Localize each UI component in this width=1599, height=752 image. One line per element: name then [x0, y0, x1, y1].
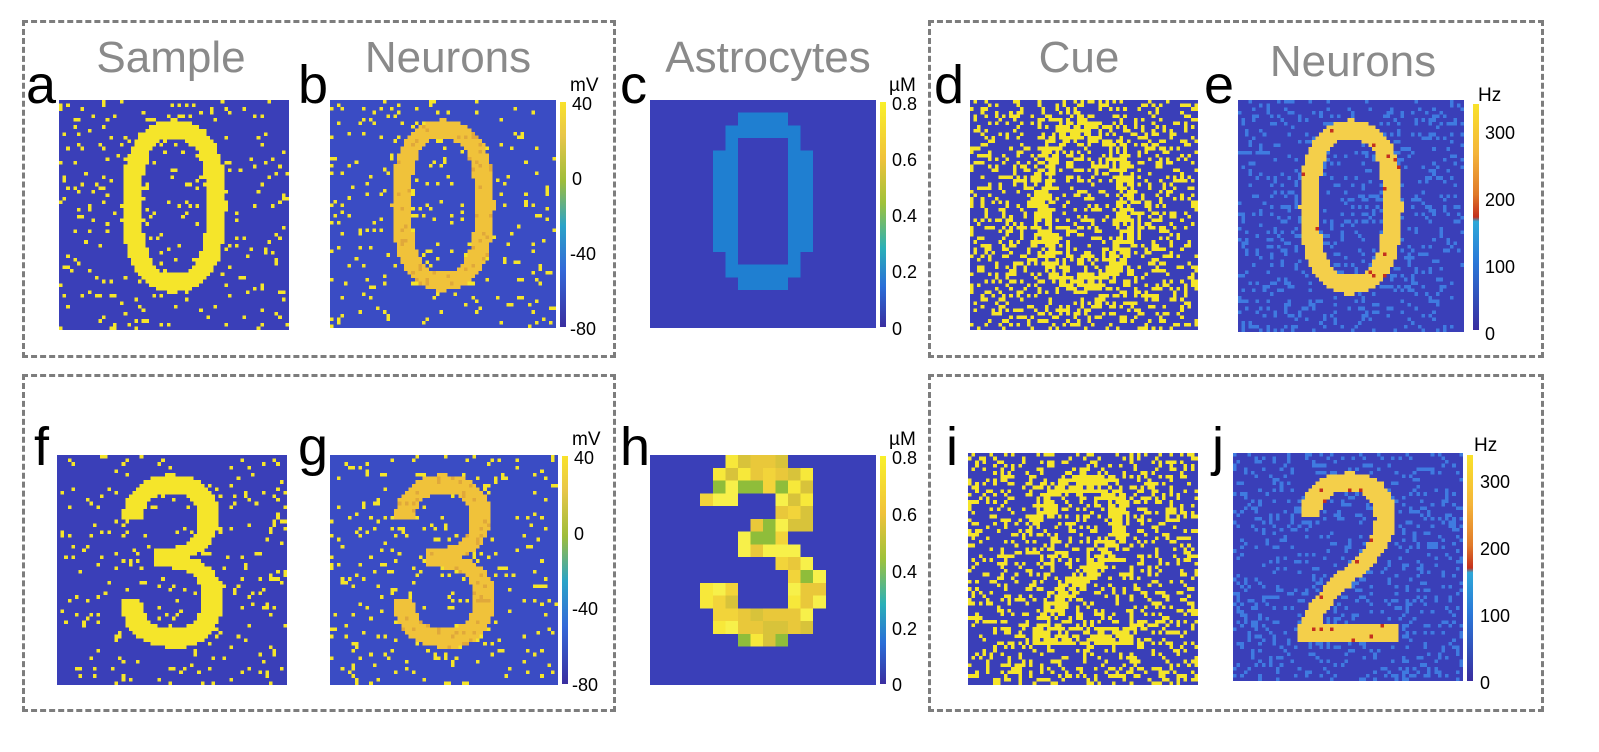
- colorbar-tick: 0.8: [892, 94, 918, 114]
- colorbar-tick: 0.6: [892, 505, 918, 525]
- title-cue: Cue: [1038, 33, 1120, 82]
- group-box-bottom-right: [928, 374, 1544, 712]
- panel-letter-a: a: [26, 55, 57, 115]
- group-box-top-left: [22, 20, 616, 358]
- colorbar-concentration-bottom: [880, 456, 886, 684]
- neurons-rate-heatmap-top: [1238, 100, 1464, 332]
- title-neurons-voltage: Neurons: [364, 33, 532, 82]
- colorbar-tick: -80: [570, 319, 597, 339]
- colorbar-tick: 40: [574, 448, 595, 468]
- colorbar-tick: 40: [572, 94, 593, 114]
- colorbar-tick: 0.2: [892, 262, 918, 282]
- panel-letter-d: d: [934, 55, 965, 115]
- colorbar-tick: 100: [1485, 257, 1516, 277]
- colorbar-tick: 0: [574, 524, 585, 544]
- colorbar-tick: 200: [1480, 539, 1511, 559]
- title-astrocytes: Astrocytes: [665, 33, 871, 82]
- colorbar-concentration-top: [880, 102, 886, 327]
- astrocytes-heatmap-top: [650, 100, 876, 328]
- colorbar-tick: 300: [1485, 123, 1516, 143]
- panel-letter-g: g: [298, 417, 329, 477]
- title-sample: Sample: [96, 33, 246, 82]
- panel-letter-f: f: [34, 417, 50, 477]
- colorbar-unit-concentration-top: µM: [889, 75, 916, 96]
- colorbar-unit-rate-bottom: Hz: [1474, 435, 1498, 456]
- colorbar-tick: 0.6: [892, 150, 918, 170]
- astrocytes-heatmap-bottom: [650, 455, 876, 685]
- colorbar-tick: -80: [572, 675, 599, 695]
- colorbar-unit-rate-top: Hz: [1478, 85, 1502, 106]
- cue-heatmap-bottom: [968, 453, 1198, 685]
- colorbar-tick: -40: [570, 244, 597, 264]
- cue-heatmap-top: [970, 100, 1198, 330]
- colorbar-tick: 200: [1485, 190, 1516, 210]
- colorbar-tick: 0: [892, 675, 903, 695]
- panel-letter-j: j: [1212, 417, 1224, 477]
- colorbar-tick: 0: [1480, 673, 1491, 693]
- panel-letter-i: i: [946, 417, 958, 477]
- colorbar-tick: 0.2: [892, 619, 918, 639]
- colorbar-tick: 0.4: [892, 206, 918, 226]
- colorbar-tick: -40: [572, 599, 599, 619]
- colorbar-voltage-bottom: [562, 456, 568, 684]
- panel-letter-e: e: [1204, 55, 1235, 115]
- colorbar-tick: 0.8: [892, 448, 918, 468]
- title-neurons-rate: Neurons: [1269, 37, 1437, 86]
- colorbar-rate-top: [1473, 104, 1479, 330]
- colorbar-tick: 100: [1480, 606, 1511, 626]
- colorbar-tick: 0: [892, 319, 903, 339]
- neurons-voltage-heatmap-top: [330, 100, 556, 328]
- panel-letter-c: c: [620, 55, 647, 115]
- colorbar-tick: 0: [1485, 324, 1496, 344]
- colorbar-tick: 0: [572, 169, 583, 189]
- group-box-bottom-left: [22, 374, 616, 712]
- colorbar-tick: 300: [1480, 472, 1511, 492]
- colorbar-tick: 0.4: [892, 562, 918, 582]
- colorbar-unit-concentration-bottom: µM: [889, 429, 916, 450]
- colorbar-voltage-top: [560, 102, 566, 327]
- group-box-top-right: [928, 20, 1544, 358]
- colorbar-rate-bottom: [1467, 455, 1473, 681]
- panel-letter-b: b: [298, 55, 329, 115]
- neurons-voltage-heatmap-bottom: [330, 455, 558, 685]
- colorbar-unit-voltage-bottom: mV: [572, 429, 601, 450]
- panel-letter-h: h: [620, 417, 651, 477]
- sample-heatmap-top: [59, 100, 289, 330]
- sample-heatmap-bottom: [57, 455, 287, 685]
- neurons-rate-heatmap-bottom: [1233, 453, 1463, 681]
- colorbar-unit-voltage-top: mV: [570, 75, 599, 96]
